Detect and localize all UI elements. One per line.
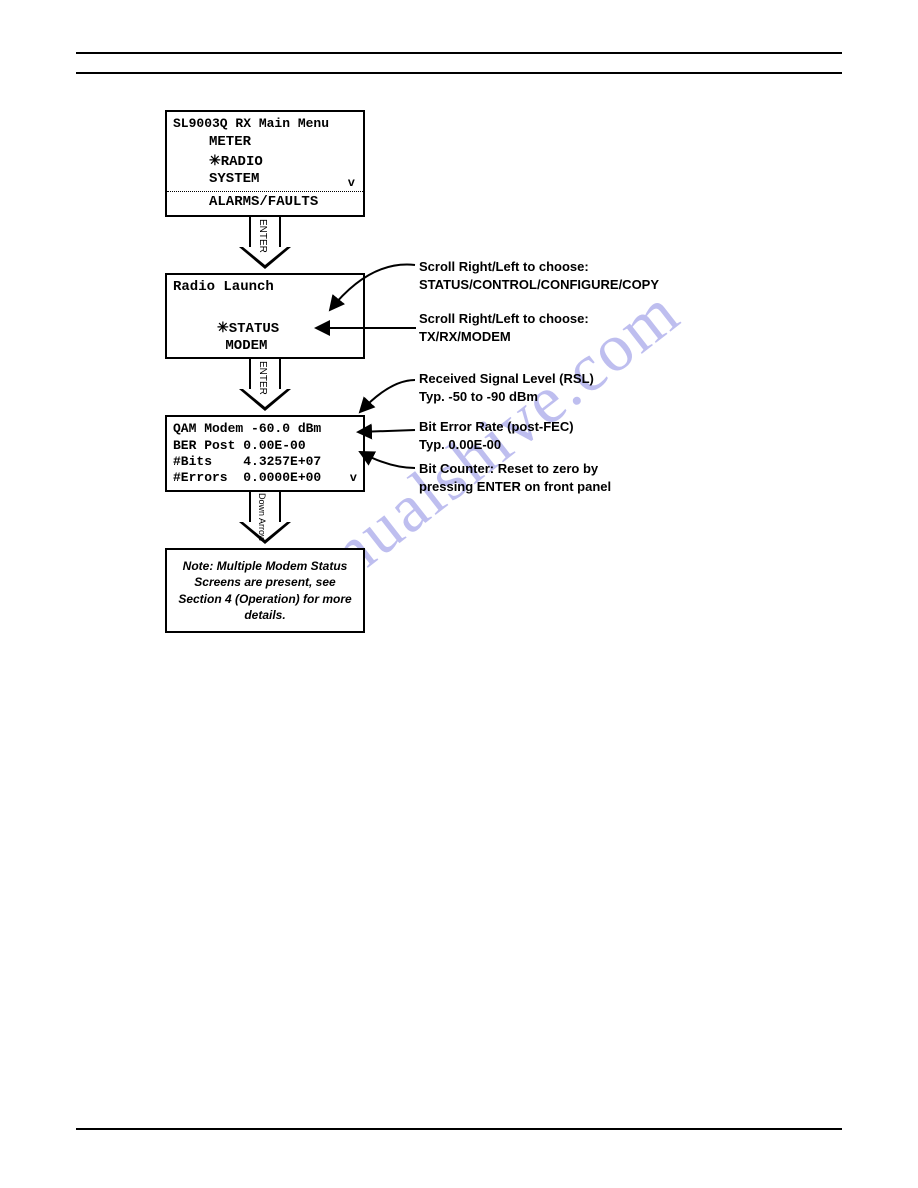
note-box: Note: Multiple Modem Status Screens are … xyxy=(165,548,365,633)
main-menu-title: SL9003Q RX Main Menu xyxy=(173,116,357,132)
menu-item-radio: ✳RADIO xyxy=(209,152,357,172)
main-menu-box: SL9003Q RX Main Menu METER ✳RADIO SYSTEM… xyxy=(165,110,365,217)
annotation-scroll-status: Scroll Right/Left to choose: STATUS/CONT… xyxy=(419,258,659,293)
arrow-label-enter-1: ENTER xyxy=(257,219,268,253)
qam-modem-box: QAM Modem -60.0 dBm BER Post 0.00E-00 #B… xyxy=(165,415,365,492)
qam-line-bits: #Bits 4.3257E+07 xyxy=(173,454,357,470)
scroll-down-indicator: v xyxy=(348,176,355,191)
qam-line-errors: #Errors 0.0000E+00 xyxy=(173,470,357,486)
qam-line-rsl: QAM Modem -60.0 dBm xyxy=(173,421,357,437)
arrow-label-enter-2: ENTER xyxy=(257,361,268,395)
menu-item-system: SYSTEM xyxy=(209,171,357,189)
arrow-label-down: Down Arrow xyxy=(257,493,267,542)
top-rule-1 xyxy=(76,52,842,54)
annotation-bit-counter: Bit Counter: Reset to zero by pressing E… xyxy=(419,460,611,495)
menu-item-modem: MODEM xyxy=(217,338,357,356)
selection-star-icon: ✳ xyxy=(217,319,229,335)
arrow-down: Down Arrow xyxy=(165,492,365,548)
annotation-scroll-modem: Scroll Right/Left to choose: TX/RX/MODEM xyxy=(419,310,589,345)
annotation-ber: Bit Error Rate (post-FEC) Typ. 0.00E-00 xyxy=(419,418,574,453)
selection-star-icon: ✳ xyxy=(209,152,221,168)
dotted-divider xyxy=(167,191,363,192)
menu-item-alarms: ALARMS/FAULTS xyxy=(173,194,357,212)
top-rule-2 xyxy=(76,72,842,74)
bottom-rule xyxy=(76,1128,842,1130)
radio-launch-box: Radio Launch ✳STATUS MODEM xyxy=(165,273,365,359)
scroll-down-indicator: v xyxy=(350,471,357,486)
note-text: Note: Multiple Modem Status Screens are … xyxy=(177,558,353,623)
arrow-enter-1: ENTER xyxy=(165,217,365,273)
annotation-rsl: Received Signal Level (RSL) Typ. -50 to … xyxy=(419,370,594,405)
menu-item-status: ✳STATUS xyxy=(217,319,357,339)
arrow-enter-2: ENTER xyxy=(165,359,365,415)
qam-line-ber: BER Post 0.00E-00 xyxy=(173,438,357,454)
menu-item-meter: METER xyxy=(209,134,357,152)
flowchart-diagram: SL9003Q RX Main Menu METER ✳RADIO SYSTEM… xyxy=(165,110,365,633)
radio-launch-title: Radio Launch xyxy=(173,279,357,297)
